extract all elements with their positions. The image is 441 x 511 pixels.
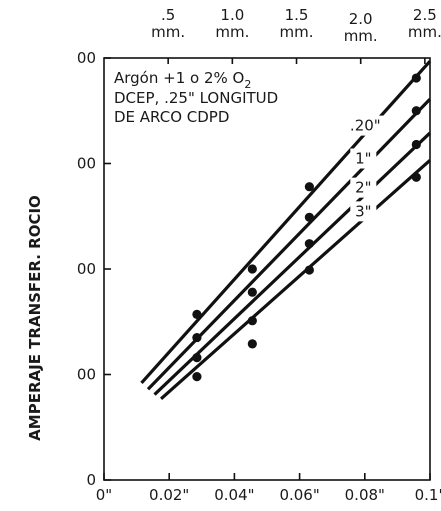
y-tick-label: 00 [77,49,96,67]
x-tick-label: 0.06" [279,486,319,504]
series-points [192,73,421,382]
top-tick-unit: mm. [408,23,441,41]
annotation-line-1: Argón +1 o 2% O2 [114,69,251,91]
top-tick-number: 1.0 [220,6,244,24]
series-label-gap [350,201,377,222]
x-tick-label: 0.02" [149,486,189,504]
data-point [411,139,421,150]
top-tick-number: 2.5 [413,6,437,24]
data-point [411,73,421,83]
data-point [192,372,202,382]
data-point [192,309,202,319]
top-axis: .5mm.1.0mm.1.5mm.2.0mm.2.5mm. [151,6,441,64]
series-label: .20" [350,117,381,135]
data-point [192,332,202,343]
data-point [411,172,421,182]
x-tick-label: 0" [96,486,112,504]
x-tick-label: 0.04" [214,486,254,504]
annotation-line-2: DCEP, .25" LONGITUD [114,89,278,107]
data-point [304,265,314,275]
y-axis-label: AMPERAJE TRANSFER. ROCIO [26,195,44,441]
series-label-gap [343,115,388,136]
data-point [247,339,257,349]
top-tick-number: 2.0 [349,10,373,28]
x-tick-label: 0.1" [415,486,441,504]
series-line [140,60,432,385]
series-lines [140,60,432,400]
y-tick-label: 0 [86,471,96,489]
data-point [304,182,314,192]
top-tick-unit: mm. [215,23,249,41]
top-tick-unit: mm. [280,23,314,41]
data-point [192,353,202,363]
series-label: 1" [355,150,371,168]
annotation: Argón +1 o 2% O2 DCEP, .25" LONGITUD DE … [114,69,278,126]
top-tick-unit: mm. [151,23,185,41]
series-label: 2" [355,179,371,197]
x-tick-label: 0.08" [345,486,385,504]
data-point [247,287,257,297]
data-point [304,239,314,249]
data-point [247,316,257,326]
series-label-gap [350,177,377,198]
top-tick-unit: mm. [344,27,378,45]
series-line [159,159,432,400]
annotation-line-3: DE ARCO CDPD [114,108,229,126]
series-label: 3" [355,202,371,220]
data-point [411,106,421,116]
series-labels: .20" 1" 2" 3" [343,115,388,222]
series-line [153,131,432,396]
x-axis: 0" 0.02" 0.04" 0.06" 0.08" 0.1" [96,473,441,504]
y-tick-label: 00 [77,366,96,384]
top-tick-number: 1.5 [285,6,309,24]
y-tick-label: 00 [77,155,96,173]
data-point [247,264,257,274]
data-point [304,212,314,222]
y-tick-label: 00 [77,260,96,278]
top-tick-number: .5 [161,6,175,24]
series-label-gap [350,148,377,169]
